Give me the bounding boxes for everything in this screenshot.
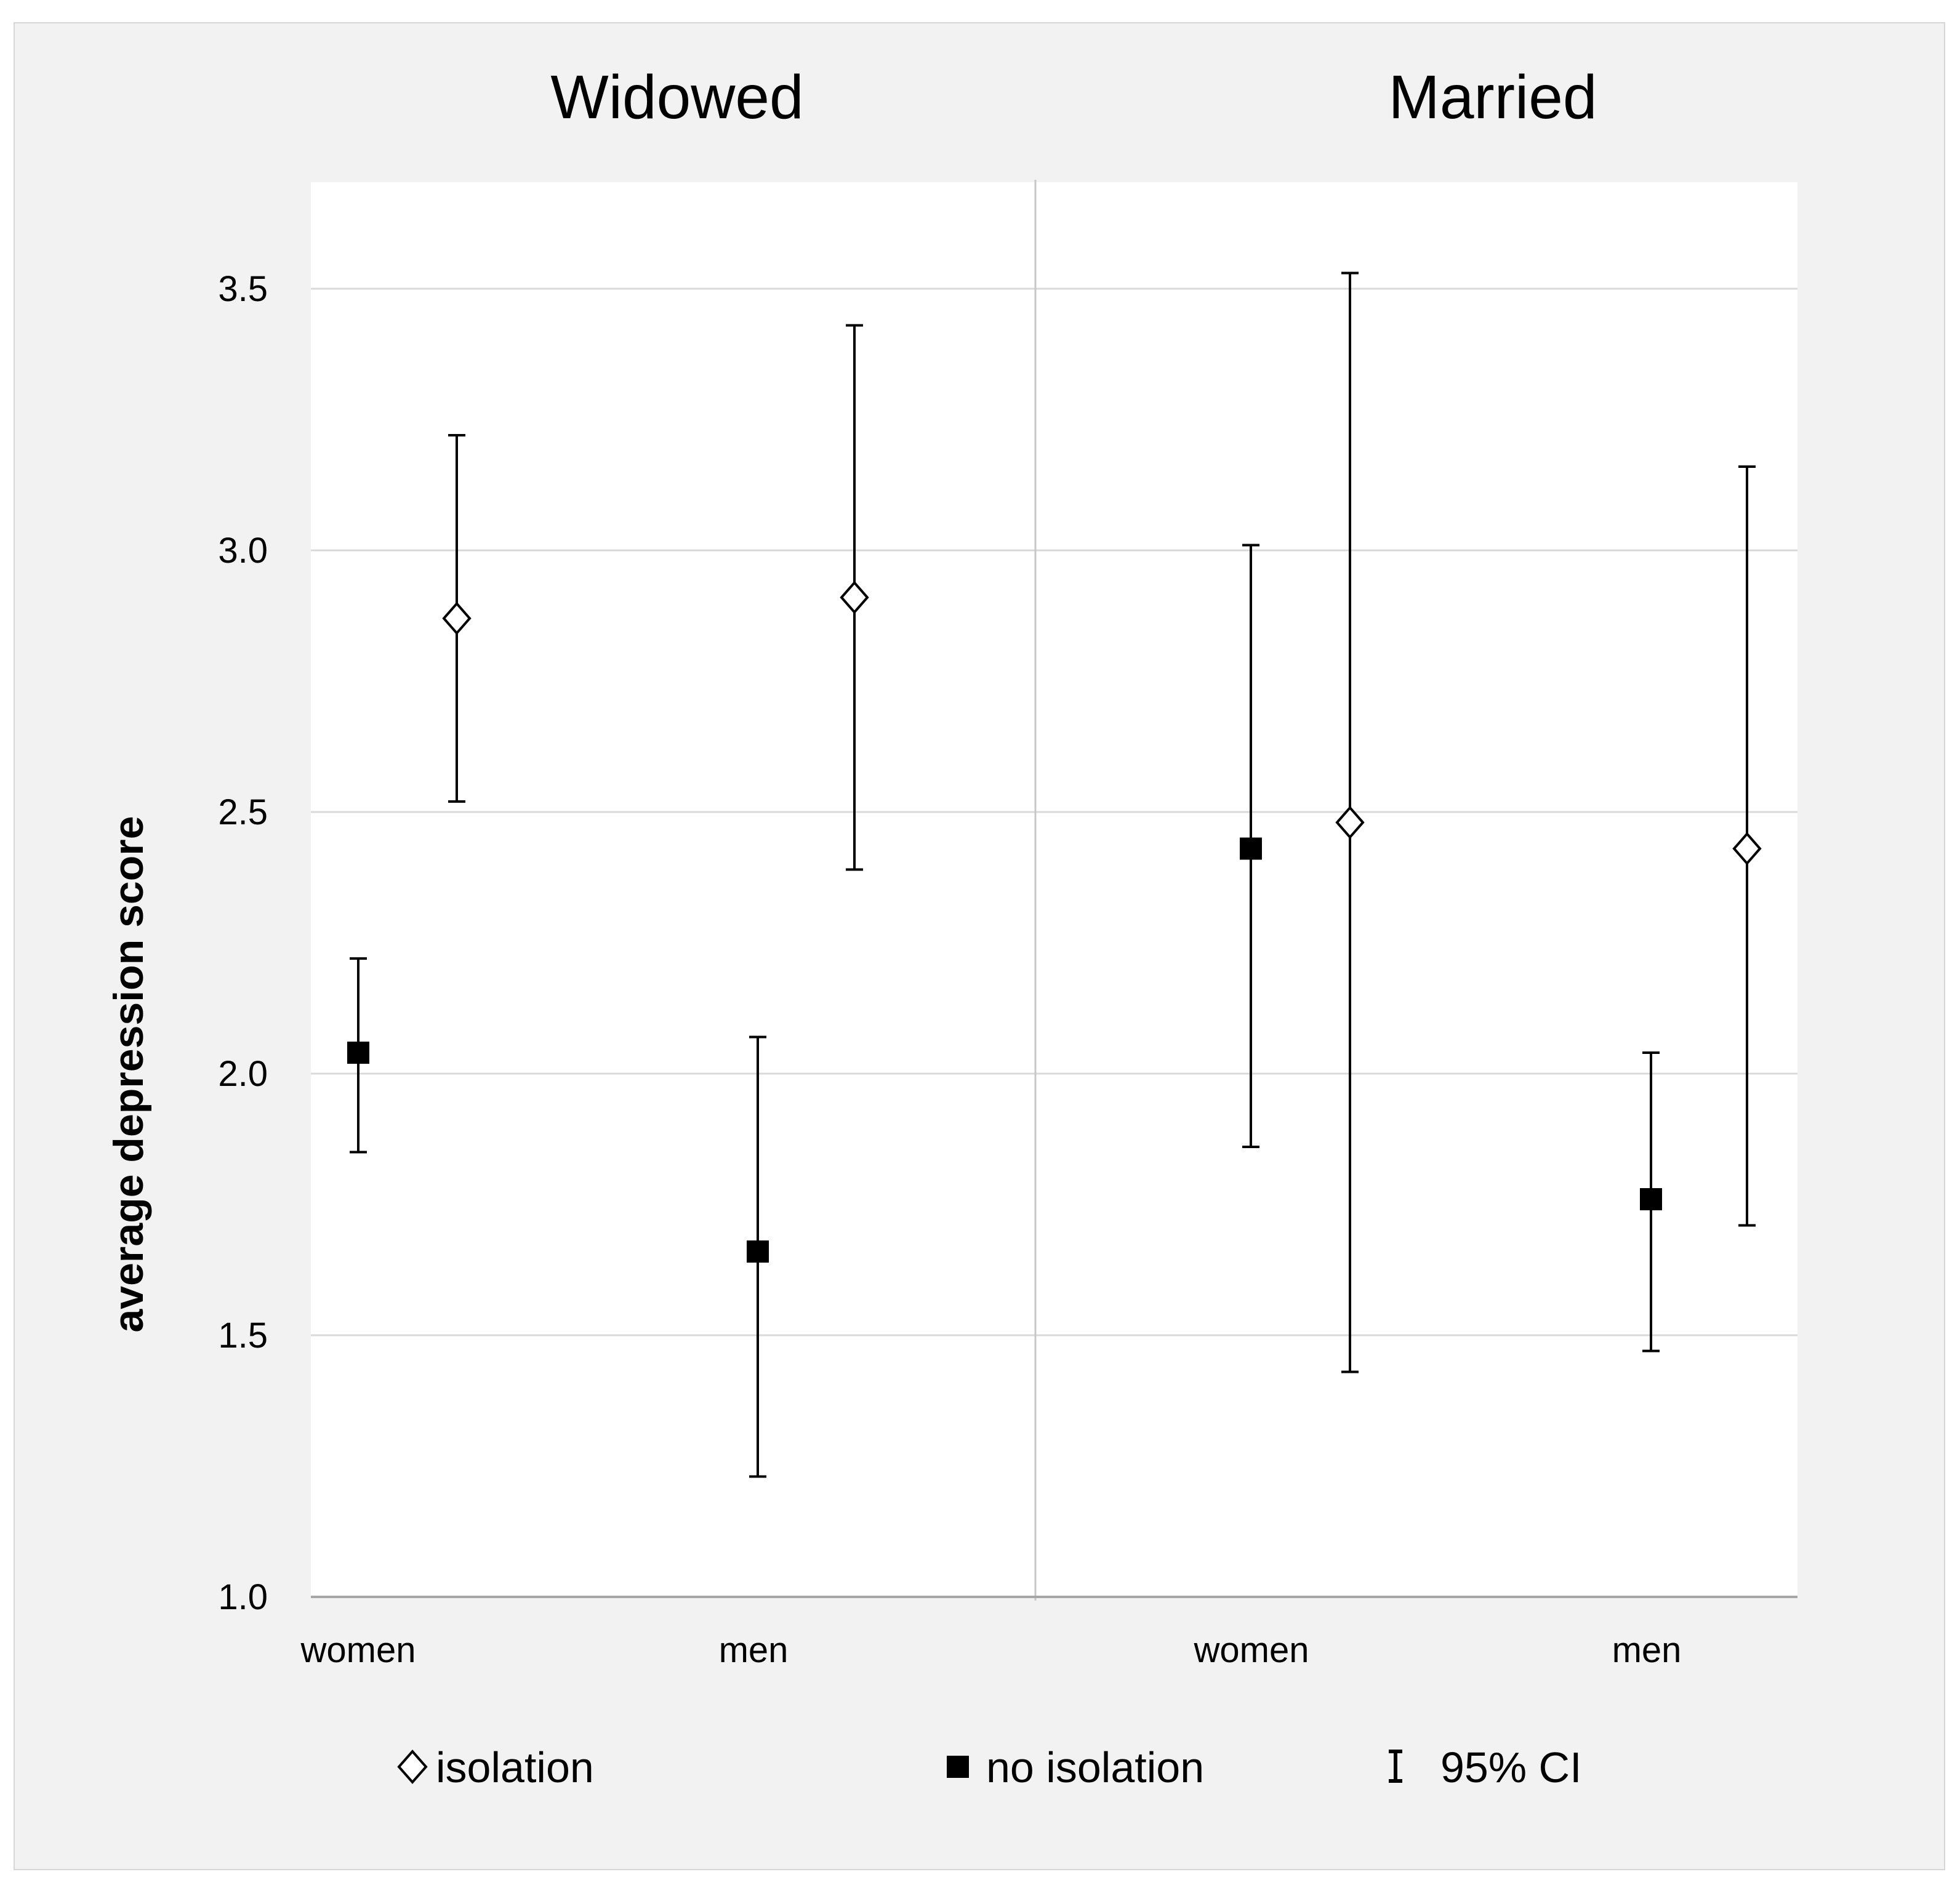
open-diamond-icon [397,1749,428,1785]
legend: isolation no isolation 95% CI [397,1743,1582,1791]
legend-label-no-isolation: no isolation [986,1743,1204,1791]
legend-item-no-isolation: no isolation [947,1743,1204,1791]
plot-area [311,182,1797,1597]
marker-no-isolation-married-men [1640,1188,1662,1210]
gridlines [311,287,1797,1336]
y-tick-label: 3.5 [218,269,268,309]
marker-isolation-married-men [1732,832,1762,866]
point-group-isolation-widowed-men [840,324,869,871]
legend-item-isolation: isolation [397,1743,594,1791]
point-group-isolation-married-women [1335,271,1365,1373]
legend-item-95-ci: 95% CI [1389,1743,1582,1791]
point-group-isolation-widowed-women [442,434,472,803]
panel-title-married: Married [1389,63,1597,132]
category-label-widowed-women: women [300,1630,416,1670]
category-label-widowed-men: men [719,1630,789,1670]
y-tick-label: 1.5 [218,1316,268,1356]
marker-isolation-widowed-men [840,581,869,614]
marker-isolation-married-women [1335,805,1365,840]
y-tick-label: 3.0 [218,531,268,571]
error-bar-icon [1389,1750,1402,1783]
y-axis-label: average depression score [105,816,152,1332]
y-tick-label: 2.0 [218,1054,268,1094]
y-tick-labels: 1.0 1.5 2.0 2.5 3.0 3.5 [218,269,268,1617]
point-group-no-isolation-married-women [1240,544,1262,1148]
point-group-no-isolation-married-men [1640,1051,1662,1352]
legend-label-isolation: isolation [436,1743,594,1791]
point-group-no-isolation-widowed-women [347,957,369,1154]
marker-isolation-widowed-women [442,601,472,635]
category-label-married-men: men [1612,1630,1682,1670]
point-group-isolation-married-men [1732,465,1762,1227]
marker-no-isolation-widowed-women [347,1042,369,1064]
point-group-no-isolation-widowed-men [747,1035,769,1478]
marker-no-isolation-widowed-men [747,1240,769,1263]
marker-no-isolation-married-women [1240,837,1262,860]
legend-label-95-ci: 95% CI [1440,1743,1582,1791]
filled-square-icon [947,1756,969,1778]
data-marks [347,271,1762,1478]
panel-title-widowed: Widowed [550,63,803,132]
y-tick-label: 1.0 [218,1577,268,1617]
y-tick-label: 2.5 [218,792,268,832]
category-label-married-women: women [1194,1630,1309,1670]
